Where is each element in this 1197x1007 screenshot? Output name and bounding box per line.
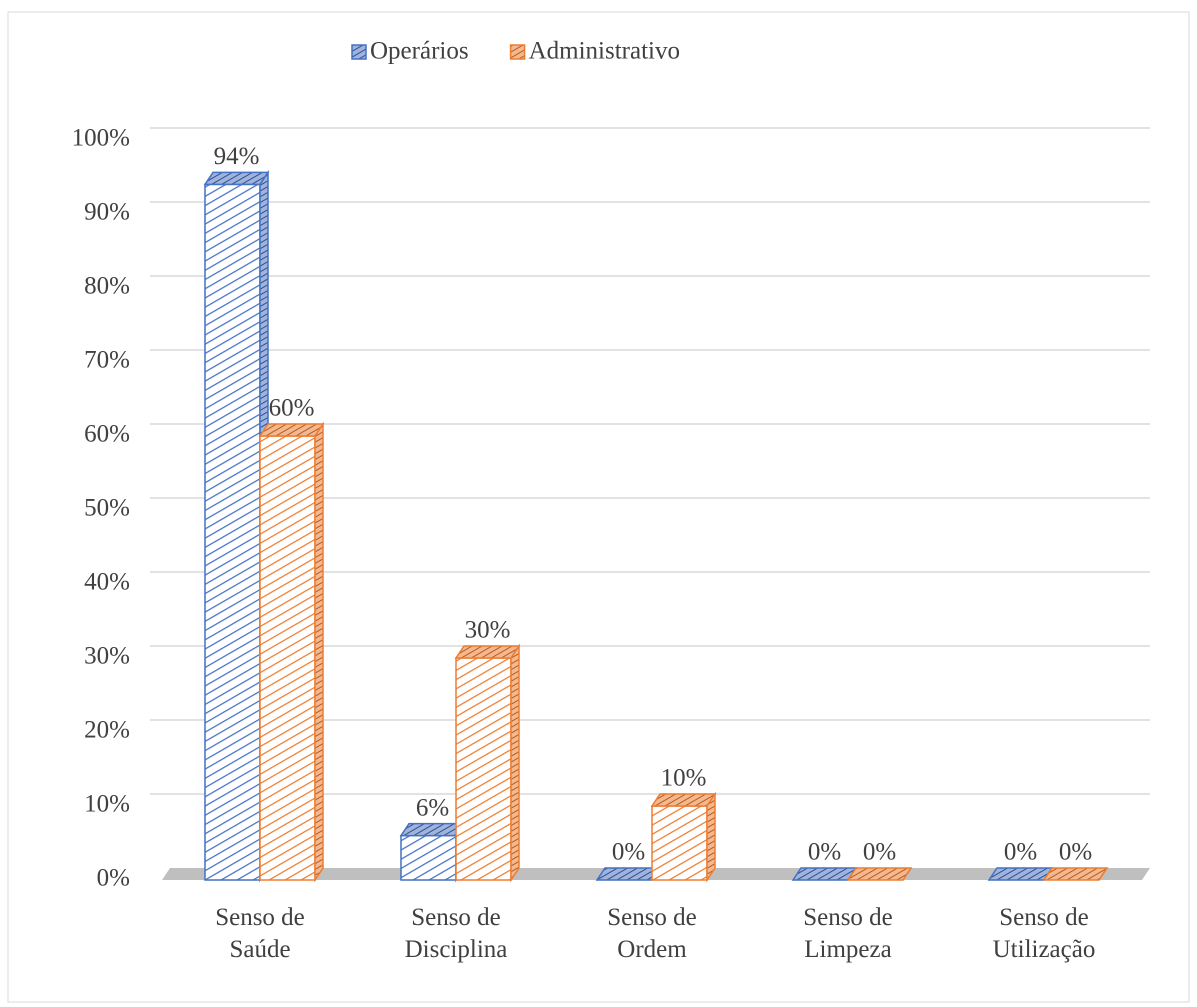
data-label: 0% xyxy=(1059,839,1092,866)
data-label: 0% xyxy=(863,839,896,866)
y-tick-label: 80% xyxy=(84,273,130,300)
bar-top xyxy=(846,867,913,881)
bar xyxy=(258,421,325,883)
legend-label: Administrativo xyxy=(529,38,680,65)
bar xyxy=(650,791,717,883)
y-tick-label: 40% xyxy=(84,569,130,596)
bar-top xyxy=(1042,867,1109,881)
y-tick-label: 90% xyxy=(84,199,130,226)
bar xyxy=(399,821,466,883)
data-label: 94% xyxy=(214,143,260,170)
bar-top xyxy=(258,423,325,437)
data-label: 0% xyxy=(612,839,645,866)
x-tick-label: Senso de Utilização xyxy=(992,904,1096,963)
data-label: 30% xyxy=(465,617,511,644)
data-label: 6% xyxy=(416,794,449,821)
x-tick-label: Senso de Ordem xyxy=(607,904,697,963)
bar-top xyxy=(399,822,466,837)
bar-front xyxy=(259,435,316,881)
legend-label: Operários xyxy=(370,38,469,65)
data-label: 0% xyxy=(808,839,841,866)
bar xyxy=(987,867,1054,881)
bar xyxy=(454,643,521,883)
bar xyxy=(791,867,858,881)
bar-top xyxy=(454,645,521,659)
bar xyxy=(595,867,662,881)
y-tick-label: 70% xyxy=(84,347,130,374)
bar-front xyxy=(455,657,512,881)
x-tick-label: Senso de Limpeza xyxy=(803,904,893,963)
bar xyxy=(1042,867,1109,881)
y-tick-label: 100% xyxy=(72,125,130,152)
bar-top xyxy=(650,793,717,807)
chart-border xyxy=(7,11,1190,1003)
data-label: 0% xyxy=(1004,839,1037,866)
bar-front xyxy=(204,183,261,881)
bar xyxy=(846,867,913,881)
data-label: 10% xyxy=(661,765,707,792)
bar-top xyxy=(987,867,1054,881)
x-tick-label: Senso de Disciplina xyxy=(404,904,508,963)
bar-side xyxy=(706,791,716,883)
y-tick-label: 0% xyxy=(97,865,130,892)
bar-top xyxy=(595,867,662,881)
bar-top xyxy=(791,867,858,881)
bar xyxy=(203,169,270,883)
bar-side xyxy=(510,643,520,883)
x-tick-label: Senso de Saúde xyxy=(215,904,305,963)
legend-swatch xyxy=(351,44,367,60)
y-tick-label: 30% xyxy=(84,643,130,670)
bar-side xyxy=(1098,867,1108,881)
y-tick-label: 60% xyxy=(84,421,130,448)
bar-top xyxy=(203,171,270,186)
bar-side xyxy=(902,867,912,881)
legend-swatch xyxy=(509,44,526,60)
y-tick-label: 10% xyxy=(84,791,130,818)
bar-side xyxy=(314,421,324,883)
bar-front xyxy=(400,834,457,881)
data-label: 60% xyxy=(269,395,315,422)
y-tick-label: 20% xyxy=(84,717,130,744)
y-tick-label: 50% xyxy=(84,495,130,522)
bar-front xyxy=(651,805,708,881)
